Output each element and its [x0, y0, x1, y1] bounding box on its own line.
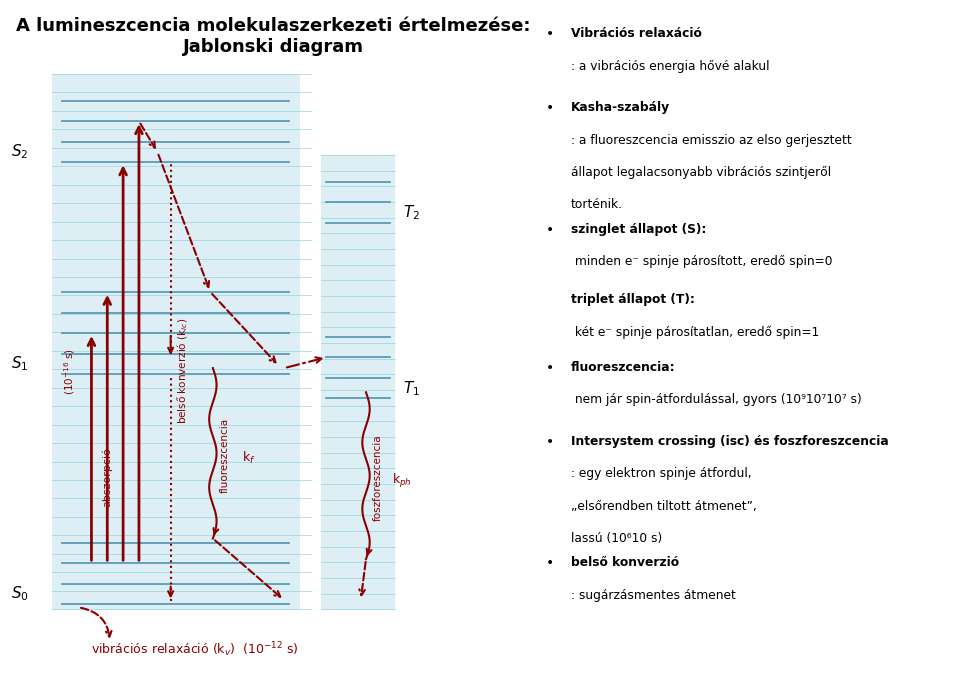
Text: : a vibrációs energia hővé alakul: : a vibrációs energia hővé alakul — [570, 59, 769, 73]
Text: abszorpció: abszorpció — [102, 447, 112, 507]
Text: lassú (10⁶10 s): lassú (10⁶10 s) — [570, 532, 661, 545]
Text: $T_1$: $T_1$ — [403, 379, 420, 398]
Text: Kasha-szabály: Kasha-szabály — [570, 101, 670, 114]
Text: •: • — [546, 435, 554, 449]
Bar — [321, 155, 396, 610]
Text: két e⁻ spinje párosítatlan, eredő spin=1: két e⁻ spinje párosítatlan, eredő spin=1 — [570, 326, 819, 339]
Text: (10$^{-16}$ s): (10$^{-16}$ s) — [61, 348, 77, 395]
Text: foszforeszcencia: foszforeszcencia — [372, 434, 383, 521]
Text: szinglet állapot (S):: szinglet állapot (S): — [570, 223, 706, 235]
Text: $S_2$: $S_2$ — [12, 142, 29, 162]
Text: •: • — [546, 101, 554, 116]
Text: •: • — [546, 557, 554, 570]
Text: torténik.: torténik. — [570, 198, 623, 211]
Text: A lumineszcencia molekulaszerkezeti értelmezése:: A lumineszcencia molekulaszerkezeti érte… — [16, 17, 531, 35]
Text: fluoreszcencia:: fluoreszcencia: — [570, 361, 675, 374]
Text: Intersystem crossing (isc) és foszforeszcencia: Intersystem crossing (isc) és foszforesz… — [570, 435, 888, 448]
Text: „elsőrendben tiltott átmenet”,: „elsőrendben tiltott átmenet”, — [570, 499, 756, 513]
Text: Jablonski diagram: Jablonski diagram — [183, 38, 364, 56]
Text: $T_2$: $T_2$ — [403, 203, 420, 222]
Text: fluoreszcencia: fluoreszcencia — [220, 418, 229, 493]
Text: nem jár spin-átfordulással, gyors (10⁹10⁷10⁷ s): nem jár spin-átfordulással, gyors (10⁹10… — [570, 394, 861, 406]
Text: triplet állapot (T):: triplet állapot (T): — [570, 293, 694, 306]
Bar — [52, 74, 300, 610]
Text: : sugárzásmentes átmenet: : sugárzásmentes átmenet — [570, 589, 735, 602]
Text: minden e⁻ spinje párosított, eredő spin=0: minden e⁻ spinje párosított, eredő spin=… — [570, 255, 832, 268]
Text: : egy elektron spinje átfordul,: : egy elektron spinje átfordul, — [570, 467, 752, 480]
Text: belső konverzió (k$_{ic}$): belső konverzió (k$_{ic}$) — [175, 318, 189, 424]
Text: k$_{ph}$: k$_{ph}$ — [392, 472, 412, 490]
Text: •: • — [546, 361, 554, 375]
Text: állapot legalacsonyabb vibrációs szintjeről: állapot legalacsonyabb vibrációs szintje… — [570, 166, 830, 179]
Text: $S_0$: $S_0$ — [12, 585, 29, 603]
Text: : a fluoreszcencia emisszio az elso gerjesztett: : a fluoreszcencia emisszio az elso gerj… — [570, 133, 852, 147]
Text: $S_1$: $S_1$ — [12, 354, 29, 374]
Text: Vibrációs relaxáció: Vibrációs relaxáció — [570, 27, 702, 40]
Text: •: • — [546, 27, 554, 41]
Text: k$_f$: k$_f$ — [242, 451, 255, 466]
Text: vibrációs relaxáció (k$_v$)  (10$^{-12}$ s): vibrációs relaxáció (k$_v$) (10$^{-12}$ … — [90, 641, 299, 659]
Text: belső konverzió: belső konverzió — [570, 557, 679, 570]
Text: •: • — [546, 223, 554, 237]
